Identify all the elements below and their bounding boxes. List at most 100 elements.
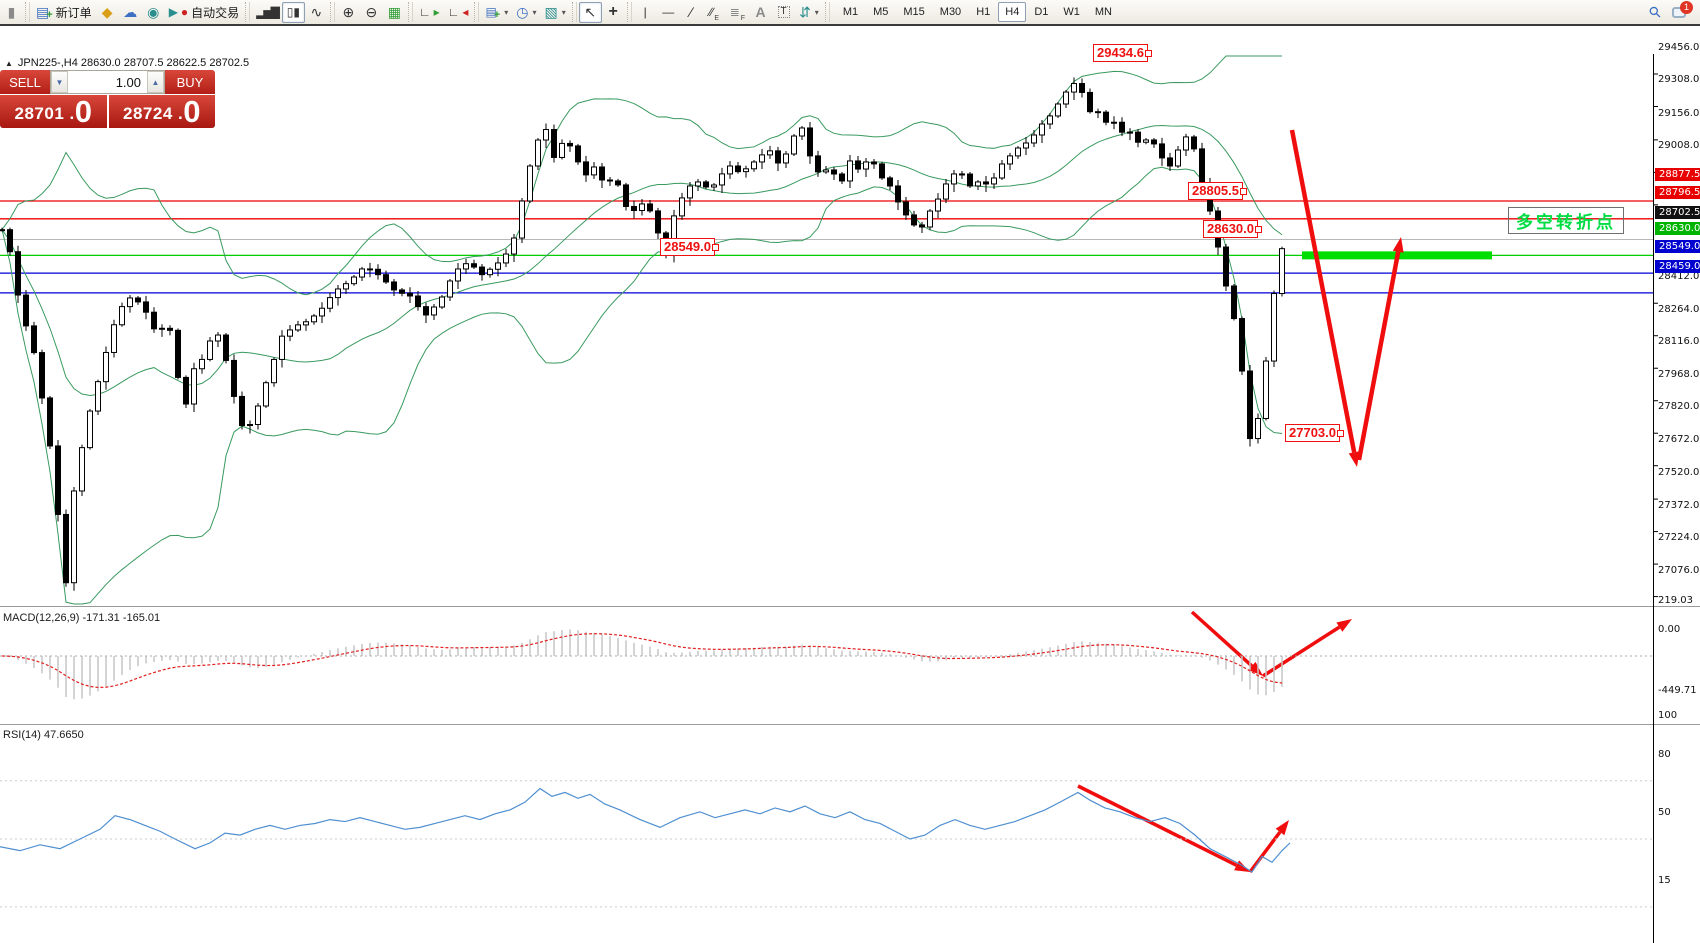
equidistant-channel-icon[interactable]: ∕∕ E	[703, 2, 726, 23]
candle-body	[199, 358, 205, 370]
period-icon[interactable]: ◷ ▾	[512, 2, 540, 23]
candle-body	[1007, 155, 1013, 165]
candle-body	[23, 294, 29, 327]
candle-body	[415, 295, 421, 308]
cursor-icon[interactable]: ↖	[578, 1, 602, 23]
market-icon[interactable]: ◆	[96, 2, 119, 23]
community-icon: ☁	[123, 4, 138, 20]
drawn-arrow-line[interactable]	[1289, 129, 1357, 453]
buy-price-button[interactable]: 28724 .0	[108, 94, 215, 129]
chat-icon[interactable]: 1	[1667, 0, 1693, 23]
candle-body	[0, 229, 5, 232]
zoom-out-icon[interactable]: ⊖	[360, 2, 383, 23]
toolbar: ▮ ▤ + 新订单 ◆ ☁ ◉ ▶ ● 自动交易 ▂▅▇ ▯▮ ∿ ⊕ ⊖ ▦ ∟ ▸ ∟ ◂ ▤ + ▾ ◷ ▾ ▧ ▾ ↖ + | — ∕…	[0, 0, 1700, 26]
candle-body	[839, 173, 845, 182]
candlestick-chart-icon[interactable]: ▯▮	[281, 1, 305, 23]
price-tag-box[interactable]: 27703.0	[1285, 423, 1344, 442]
new-order-button[interactable]: ▤ + 新订单	[32, 2, 96, 23]
chevron-down-icon[interactable]: ▾	[814, 7, 819, 17]
auto-scroll-icon: ∟	[447, 5, 460, 19]
drawn-arrow-line[interactable]	[1356, 251, 1401, 461]
candle-body	[1199, 148, 1205, 184]
chart-shift-icon[interactable]: ∟ ▸	[415, 2, 444, 23]
community-icon[interactable]: ☁	[119, 2, 142, 23]
candle-body	[319, 307, 325, 317]
timeframe-m30[interactable]: M30	[939, 6, 962, 18]
timeframe-w1[interactable]: W1	[1063, 6, 1080, 18]
toolbar-separator	[824, 2, 830, 22]
candle-body	[591, 166, 597, 176]
timeframe-h4[interactable]: H4	[998, 2, 1027, 22]
chart-canvas[interactable]: ▲ JPN225-,H4 28630.0 28707.5 28622.5 287…	[0, 26, 1700, 943]
candle-body	[1159, 143, 1165, 159]
timeframe-h1[interactable]: H1	[976, 6, 991, 18]
buy-button[interactable]: BUY	[165, 70, 215, 94]
bar-chart-icon[interactable]: ▂▅▇	[252, 2, 282, 23]
indicators-icon[interactable]: ▧ ▾	[540, 2, 569, 23]
fibonacci-icon[interactable]: ≣ F	[726, 2, 749, 23]
price-tag-box[interactable]: 29434.6	[1093, 43, 1152, 62]
sell-button[interactable]: SELL	[0, 70, 50, 94]
zoom-in-icon: ⊕	[342, 4, 355, 20]
chart-plot[interactable]	[0, 26, 1700, 943]
candle-body	[615, 180, 621, 186]
chevron-down-icon[interactable]: ▾	[504, 7, 509, 17]
candle-body	[871, 161, 877, 165]
zoom-in-icon[interactable]: ⊕	[337, 2, 360, 23]
vertical-line-icon[interactable]: |	[634, 2, 657, 23]
volume-up-button[interactable]: ▲	[147, 71, 164, 93]
candle-body	[767, 150, 773, 156]
drawn-arrow-line[interactable]	[1262, 625, 1341, 678]
period-icon: ◷	[516, 4, 529, 20]
search-icon[interactable]: ⚲	[1645, 2, 1666, 22]
candle-body	[1239, 318, 1245, 372]
candle-body	[1255, 418, 1261, 440]
drawn-arrow-line[interactable]	[1077, 784, 1238, 867]
bollinger-lower-band	[1, 166, 1283, 605]
line-chart-icon[interactable]: ∿	[305, 2, 328, 23]
price-tick-label: 27076.0	[1658, 564, 1700, 576]
arrows-icon[interactable]: ⇵ ▾	[795, 2, 823, 23]
price-tag-box[interactable]: 28630.0	[1203, 220, 1262, 239]
autotrading-button[interactable]: ▶ ● 自动交易	[165, 2, 244, 23]
candle-body	[279, 335, 285, 360]
candle-body	[855, 160, 861, 170]
price-tag-box[interactable]: 28549.0	[660, 238, 719, 257]
timeframe-m15[interactable]: M15	[903, 6, 925, 18]
candle-body	[863, 161, 869, 170]
chevron-down-icon[interactable]: ▾	[561, 7, 566, 17]
candle-body	[647, 203, 653, 212]
sell-price-button[interactable]: 28701 .0	[0, 95, 107, 128]
candle-body	[343, 283, 349, 290]
timeframe-mn[interactable]: MN	[1094, 6, 1112, 18]
timeframe-d1[interactable]: D1	[1034, 6, 1049, 18]
volume-input[interactable]: 1.00	[115, 74, 141, 90]
timeframe-m5[interactable]: M5	[873, 6, 889, 18]
new-chart-icon[interactable]: ▤ + ▾	[481, 2, 512, 23]
candle-body	[1279, 248, 1285, 295]
price-tag-box[interactable]: 28805.5	[1188, 181, 1247, 200]
candle-body	[55, 445, 61, 515]
trendline-icon[interactable]: ∕	[680, 2, 703, 23]
chevron-down-icon[interactable]: ▾	[532, 7, 537, 17]
window-collapse-icon[interactable]: ▲	[5, 58, 13, 68]
horizontal-line-icon[interactable]: —	[657, 2, 680, 23]
volume-down-button[interactable]: ▼	[51, 71, 68, 93]
signals-icon[interactable]: ◉	[142, 2, 165, 23]
auto-scroll-icon[interactable]: ∟ ◂	[444, 2, 473, 23]
chart-shift-icon: ∟	[418, 5, 431, 19]
candle-body	[799, 127, 805, 137]
text-label-icon[interactable]: T	[772, 2, 795, 23]
crosshair-icon[interactable]: +	[602, 2, 625, 23]
candle-body	[655, 210, 661, 234]
candle-body	[359, 268, 365, 278]
chinese-note-label[interactable]: 多空转折点	[1508, 206, 1624, 234]
candle-body	[527, 165, 533, 202]
candle-body	[167, 327, 173, 331]
tile-windows-icon[interactable]: ▦	[383, 2, 406, 23]
timeframe-m1[interactable]: M1	[842, 6, 859, 18]
text-icon[interactable]: A	[749, 2, 772, 23]
drawn-arrow-line[interactable]	[1248, 830, 1282, 874]
buy-price-big-digit: 0	[183, 94, 201, 129]
candle-body	[1079, 83, 1085, 93]
